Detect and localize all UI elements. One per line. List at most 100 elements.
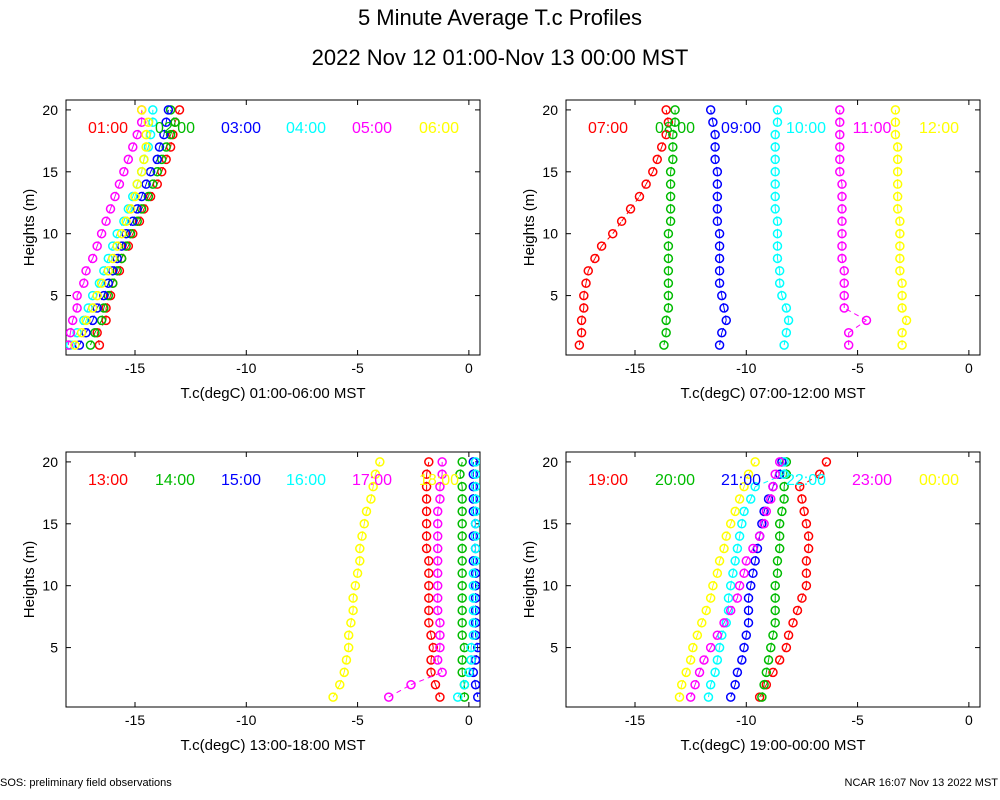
data-point <box>801 568 812 579</box>
y-tick-label: 5 <box>550 640 558 656</box>
data-point <box>670 105 680 115</box>
data-point <box>470 679 480 690</box>
series-line-segment <box>85 320 94 333</box>
data-point <box>743 593 754 603</box>
y-tick-label: 10 <box>42 578 58 594</box>
series-line-segment <box>716 221 721 234</box>
data-point <box>145 167 156 177</box>
data-point <box>895 228 905 239</box>
data-point <box>897 290 907 301</box>
series-1000 <box>770 105 794 350</box>
data-point <box>712 167 723 177</box>
data-point <box>730 679 740 690</box>
x-axis-label: T.c(degC) 13:00-18:00 MST <box>180 737 365 754</box>
data-point <box>110 191 120 202</box>
data-point <box>685 655 696 665</box>
series-line-segment <box>426 548 430 562</box>
series-line-segment <box>703 647 712 661</box>
data-point <box>116 228 127 239</box>
data-point <box>732 667 743 678</box>
data-point <box>473 642 480 653</box>
x-axis-label: T.c(degC) 19:00-00:00 MST <box>680 737 865 754</box>
series-line-segment <box>721 295 725 309</box>
series-line-segment <box>475 635 479 648</box>
series-line-segment <box>639 183 647 197</box>
legend-entry: 11:00 <box>853 120 892 137</box>
data-point <box>161 142 171 152</box>
data-point <box>835 167 845 177</box>
series-line-segment <box>803 511 807 524</box>
series-line-segment <box>472 560 477 574</box>
data-point <box>730 556 740 566</box>
series-line-segment <box>741 511 745 524</box>
series-line-segment <box>468 659 472 673</box>
data-point <box>745 580 756 591</box>
data-point <box>130 191 140 202</box>
series-line-segment <box>350 610 354 623</box>
series-line-segment <box>739 523 743 537</box>
data-point <box>770 593 780 603</box>
series-line-segment <box>725 523 732 537</box>
series-line-segment <box>435 684 441 698</box>
data-point <box>714 642 725 653</box>
series-line-segment <box>92 245 98 259</box>
data-point <box>774 531 785 541</box>
series-line-segment <box>583 283 587 296</box>
series-line-segment <box>587 258 596 272</box>
y-tick-label: 15 <box>42 516 58 532</box>
data-point <box>136 105 147 115</box>
data-point <box>468 630 479 640</box>
data-point <box>335 679 345 690</box>
data-point <box>712 191 723 202</box>
series-0900 <box>705 105 732 350</box>
data-point <box>370 469 381 480</box>
series-0700 <box>574 105 674 350</box>
data-point <box>725 605 736 616</box>
series-line-segment <box>690 684 696 698</box>
series-line-segment <box>723 610 732 624</box>
series-line-segment <box>768 647 772 661</box>
series-line-segment <box>730 684 736 698</box>
data-point <box>712 204 723 214</box>
data-point <box>692 630 703 640</box>
data-point <box>66 340 73 350</box>
series-line-segment <box>785 635 790 648</box>
data-point <box>105 204 116 214</box>
series-line-segment <box>743 474 749 487</box>
series-line-segment <box>374 461 381 475</box>
data-point <box>579 290 589 301</box>
data-point <box>616 216 627 227</box>
panel-1: -15 -10 -5 0 5 10 15 20 T.c(degC) 01:00-06:00 MS… <box>21 99 481 402</box>
series-line-segment <box>437 610 441 623</box>
series-line-segment <box>797 597 803 611</box>
data-point <box>663 117 674 128</box>
data-point <box>781 327 792 338</box>
legend-entry: 13:00 <box>88 472 128 489</box>
data-point <box>148 105 158 115</box>
data-point <box>459 692 470 702</box>
data-point <box>708 117 718 128</box>
series-line-segment <box>788 622 794 636</box>
data-point <box>750 481 760 492</box>
series-line-segment <box>461 647 465 661</box>
data-point <box>128 142 138 152</box>
data-point <box>470 556 480 566</box>
data-point <box>466 642 476 653</box>
series-line-segment <box>430 672 436 685</box>
data-point <box>777 506 787 517</box>
data-point <box>470 469 480 480</box>
data-point <box>432 531 443 541</box>
data-point <box>432 568 443 579</box>
data-point <box>739 506 749 517</box>
data-point <box>837 204 847 214</box>
series-line-segment <box>92 295 98 309</box>
data-point <box>717 290 727 301</box>
data-point <box>136 167 147 177</box>
data-point <box>895 216 905 227</box>
series-line-segment <box>667 221 672 234</box>
data-point <box>421 469 432 480</box>
x-tick-label: 0 <box>465 360 473 376</box>
panel-2: -15 -10 -5 0 5 10 15 20 T.c(degC) 07:00-12:00 MS… <box>521 99 981 402</box>
series-line-segment <box>437 498 441 512</box>
series-line-segment <box>363 511 367 524</box>
